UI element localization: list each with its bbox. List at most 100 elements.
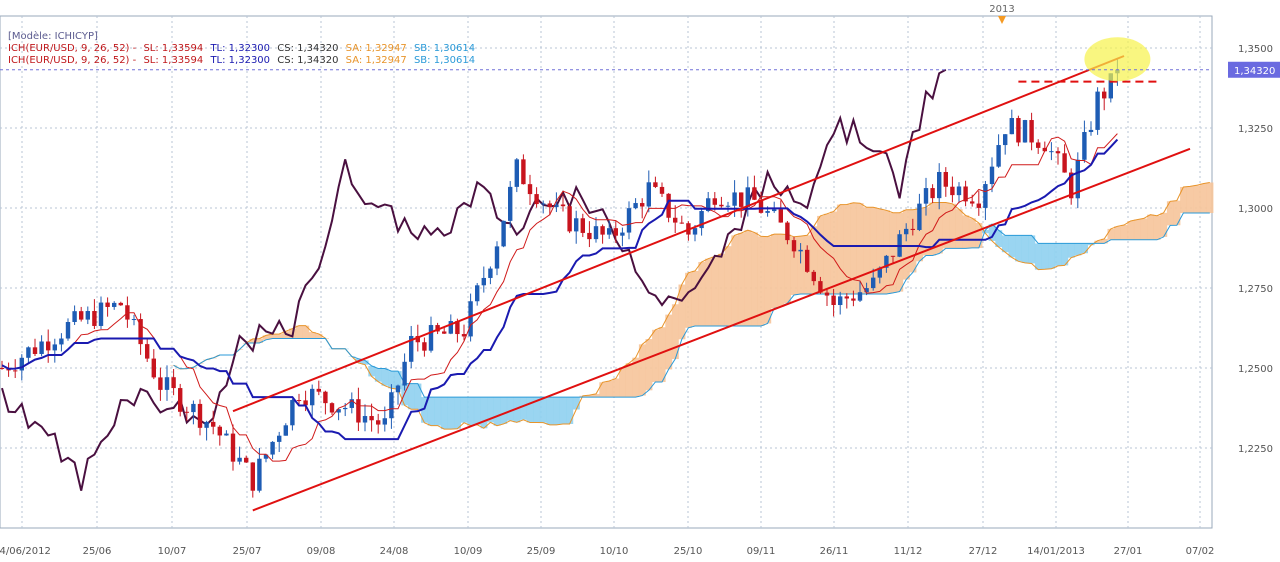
candle-body	[607, 228, 612, 235]
cloud-segment	[718, 253, 725, 326]
candle-body	[560, 204, 566, 207]
cloud-segment	[388, 371, 395, 389]
cloud-segment	[249, 338, 257, 343]
cloud-segment	[823, 213, 831, 294]
candle-body	[620, 232, 625, 236]
legend-cs: CS: 1,34320	[277, 43, 339, 54]
candle-body	[310, 388, 315, 406]
candle-body	[534, 194, 539, 205]
candle-body	[257, 458, 262, 491]
candle-body	[112, 302, 117, 307]
candle-body	[659, 186, 665, 194]
cloud-segment	[850, 202, 857, 294]
candle-body	[1102, 91, 1107, 99]
candle-body	[270, 441, 275, 455]
candle-body	[950, 186, 955, 196]
cloud-segment	[942, 202, 950, 249]
candle-body	[26, 347, 31, 358]
candle-body	[501, 220, 506, 247]
candle-body	[277, 435, 282, 442]
candle-body	[356, 399, 361, 423]
candle-body	[1003, 134, 1008, 146]
cloud-segment	[784, 234, 791, 304]
candle-body	[422, 342, 427, 351]
candle-body	[692, 228, 698, 235]
cloud-segment	[506, 397, 514, 421]
highlight-ellipse	[1084, 37, 1151, 82]
cloud-segment	[1041, 243, 1049, 270]
cloud-segment	[1008, 235, 1016, 258]
cloud-segment	[975, 222, 983, 248]
cloud-segment	[440, 397, 448, 430]
cloud-segment	[308, 332, 316, 339]
cloud-segment	[843, 204, 851, 294]
cloud-segment	[810, 226, 818, 294]
candle-body	[13, 370, 18, 372]
legend-indicator: ICH(EUR/USD, 9, 26, 52) -	[8, 43, 137, 54]
candle-body	[521, 159, 526, 185]
cloud-segment	[427, 397, 435, 426]
legend-cs: CS: 1,34320	[277, 55, 339, 66]
cloud-segment	[1153, 215, 1161, 240]
cloud-segment	[553, 397, 560, 425]
candle-body	[85, 311, 90, 320]
candle-body	[805, 249, 810, 272]
cloud-segment	[513, 397, 521, 423]
candle-body	[329, 403, 335, 413]
candle-body	[1016, 118, 1021, 143]
candle-body	[244, 457, 249, 463]
candle-body	[818, 281, 823, 293]
cloud-segment	[1199, 183, 1207, 214]
candle-body	[39, 341, 44, 354]
candle-body	[1108, 73, 1113, 99]
candle-body	[765, 211, 770, 213]
candle-body	[739, 192, 744, 207]
candle-body	[98, 302, 104, 326]
cloud-segment	[460, 397, 468, 423]
candle-body	[59, 338, 64, 345]
candle-body	[646, 182, 651, 207]
cloud-segment	[1160, 212, 1168, 237]
candle-body	[230, 433, 236, 462]
candle-body	[448, 321, 453, 334]
candle-body	[1075, 159, 1080, 199]
cloud-segment	[1180, 186, 1187, 214]
cloud-segment	[757, 236, 765, 326]
cloud-segment	[1127, 221, 1135, 240]
cloud-segment	[612, 378, 620, 398]
candle-body	[1095, 91, 1100, 130]
cloud-segment	[916, 208, 923, 262]
candle-body	[349, 399, 354, 408]
y-tick-label: 1,2750	[1238, 284, 1273, 295]
x-tick-label: 10/10	[600, 546, 629, 557]
cloud-segment	[863, 207, 871, 294]
x-tick-label: 25/10	[674, 546, 703, 557]
candle-body	[46, 341, 51, 351]
cloud-segment	[526, 397, 534, 423]
cloud-segment	[1034, 243, 1042, 270]
candle-body	[600, 226, 605, 235]
cloud-segment	[737, 233, 745, 326]
cloud-segment	[1166, 201, 1174, 226]
cloud-segment	[539, 397, 547, 423]
cloud-segment	[269, 334, 277, 339]
x-tick-label: 25/09	[527, 546, 556, 557]
candle-body	[640, 203, 645, 207]
candle-body	[197, 403, 203, 428]
candle-body	[290, 400, 295, 426]
cloud-segment	[988, 224, 996, 241]
cloud-segment	[1015, 235, 1022, 262]
candle-body	[613, 228, 618, 236]
candle-body	[415, 335, 420, 343]
candle-body	[224, 433, 229, 436]
candle-body	[72, 311, 77, 323]
cloud-segment	[632, 357, 640, 398]
cloud-segment	[1147, 214, 1154, 240]
x-tick-label: 14/01/2013	[1027, 546, 1085, 557]
cloud-segment	[625, 363, 633, 398]
candle-body	[1029, 120, 1034, 143]
candle-body	[884, 255, 889, 268]
cloud-segment	[751, 232, 758, 326]
cloud-segment	[407, 383, 415, 410]
